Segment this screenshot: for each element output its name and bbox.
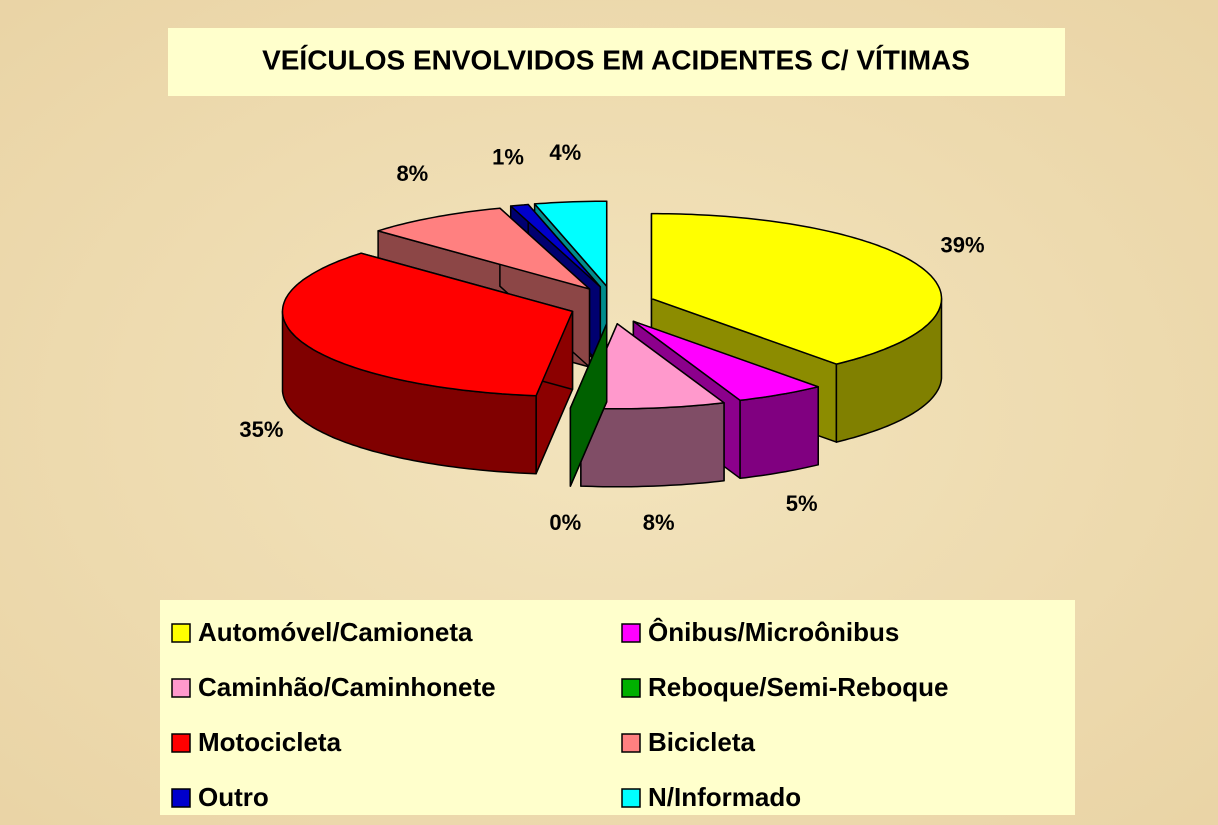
slice-side	[569, 323, 608, 487]
data-label: 5%	[786, 491, 818, 516]
slice	[533, 200, 608, 287]
slice	[650, 212, 943, 365]
legend-swatch	[621, 733, 641, 753]
chart-title: VEÍCULOS ENVOLVIDOS EM ACIDENTES C/ VÍTI…	[262, 44, 970, 75]
legend-label: Bicicleta	[648, 727, 755, 757]
legend-label: Reboque/Semi-Reboque	[648, 672, 948, 702]
data-label: 8%	[396, 161, 428, 186]
data-label: 0%	[549, 510, 581, 535]
slice	[509, 203, 602, 288]
legend-label: Automóvel/Camioneta	[198, 617, 473, 647]
legend-box	[160, 600, 1075, 815]
legend-label: Outro	[198, 782, 269, 812]
data-label: 8%	[643, 510, 675, 535]
slice	[281, 252, 574, 397]
legend-swatch	[621, 788, 641, 808]
legend-swatch	[171, 623, 191, 643]
legend-swatch	[621, 678, 641, 698]
data-label: 39%	[941, 233, 985, 258]
legend-swatch	[621, 623, 641, 643]
legend-swatch	[171, 733, 191, 753]
slice	[377, 207, 591, 290]
legend-label: Caminhão/Caminhonete	[198, 672, 496, 702]
legend-swatch	[171, 788, 191, 808]
legend-label: N/Informado	[648, 782, 801, 812]
title-box	[168, 28, 1065, 96]
legend-label: Ônibus/Microônibus	[648, 617, 899, 647]
data-label: 1%	[492, 144, 524, 169]
legend-label: Motocicleta	[198, 727, 342, 757]
slice	[632, 320, 819, 402]
legend-swatch	[171, 678, 191, 698]
slice-wall	[739, 386, 819, 480]
slice-wall	[580, 402, 725, 488]
data-label: 35%	[239, 417, 283, 442]
data-label: 4%	[549, 140, 581, 165]
